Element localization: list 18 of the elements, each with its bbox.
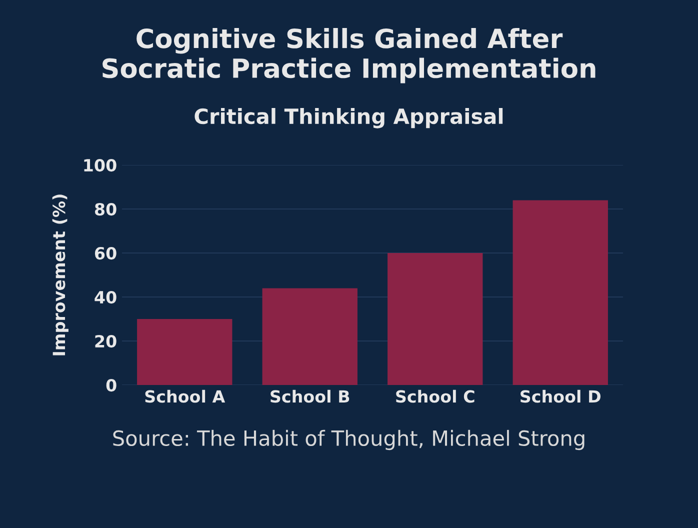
y-axis-title: Improvement (%) — [52, 194, 68, 356]
y-tick-label: 40 — [94, 290, 116, 304]
x-tick-label: School A — [145, 390, 226, 403]
bar — [262, 288, 358, 385]
bar — [388, 253, 483, 385]
chart-title: Cognitive Skills Gained After Socratic Practice Implementation — [102, 28, 596, 84]
y-tick-label: 20 — [95, 334, 116, 348]
chart-subtitle: Critical Thinking Appraisal — [194, 108, 503, 128]
bar — [137, 319, 232, 385]
bar — [512, 200, 608, 385]
x-tick-label: School B — [270, 390, 350, 403]
x-tick-label: School C — [396, 390, 474, 403]
y-tick-label: 0 — [106, 378, 116, 392]
y-tick-label: 80 — [94, 202, 116, 216]
y-tick-label: 100 — [84, 158, 116, 172]
y-tick-label: 60 — [94, 246, 116, 260]
x-tick-label: School D — [520, 390, 601, 403]
source-note: Source: The Habit of Thought, Michael Strong — [113, 430, 584, 450]
